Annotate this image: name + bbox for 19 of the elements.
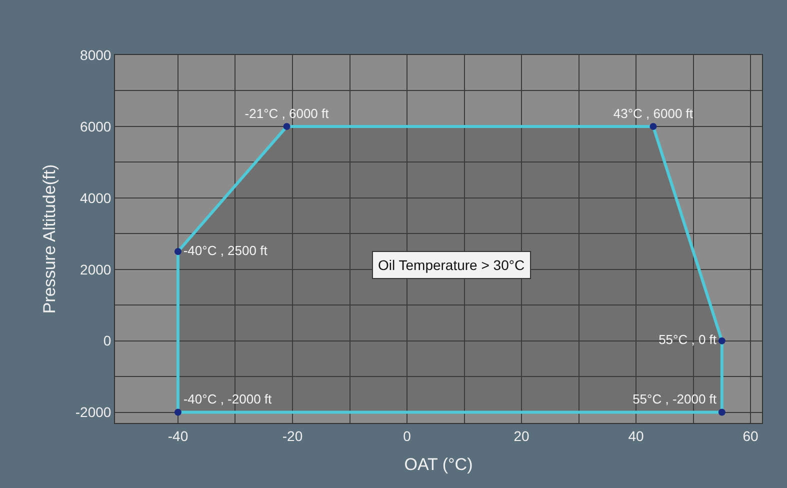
x-tick-label: 60 bbox=[742, 428, 759, 444]
data-label: -40°C , -2000 ft bbox=[183, 392, 272, 407]
x-tick-label: 0 bbox=[403, 428, 412, 444]
x-tick-label: -20 bbox=[282, 428, 303, 444]
y-axis-title: Pressure Altitude(ft) bbox=[40, 164, 59, 314]
data-label: -40°C , 2500 ft bbox=[183, 242, 268, 258]
data-label: 55°C , -2000 ft bbox=[632, 392, 717, 407]
x-tick-label: 40 bbox=[628, 428, 644, 444]
y-tick-label: 6000 bbox=[80, 118, 112, 134]
x-tick-label: -40 bbox=[168, 428, 188, 444]
annotation: Oil Temperature > 30°C bbox=[378, 257, 525, 273]
y-tick-label: 0 bbox=[103, 332, 112, 349]
x-tick-label: 20 bbox=[514, 428, 530, 444]
x-axis-title: OAT (°C) bbox=[404, 455, 473, 474]
y-tick-label: -2000 bbox=[75, 404, 112, 420]
y-tick-label: 4000 bbox=[80, 190, 112, 206]
y-tick-label: 2000 bbox=[80, 261, 112, 278]
data-label: 55°C , 0 ft bbox=[658, 332, 717, 348]
y-tick-label: 8000 bbox=[80, 46, 112, 63]
